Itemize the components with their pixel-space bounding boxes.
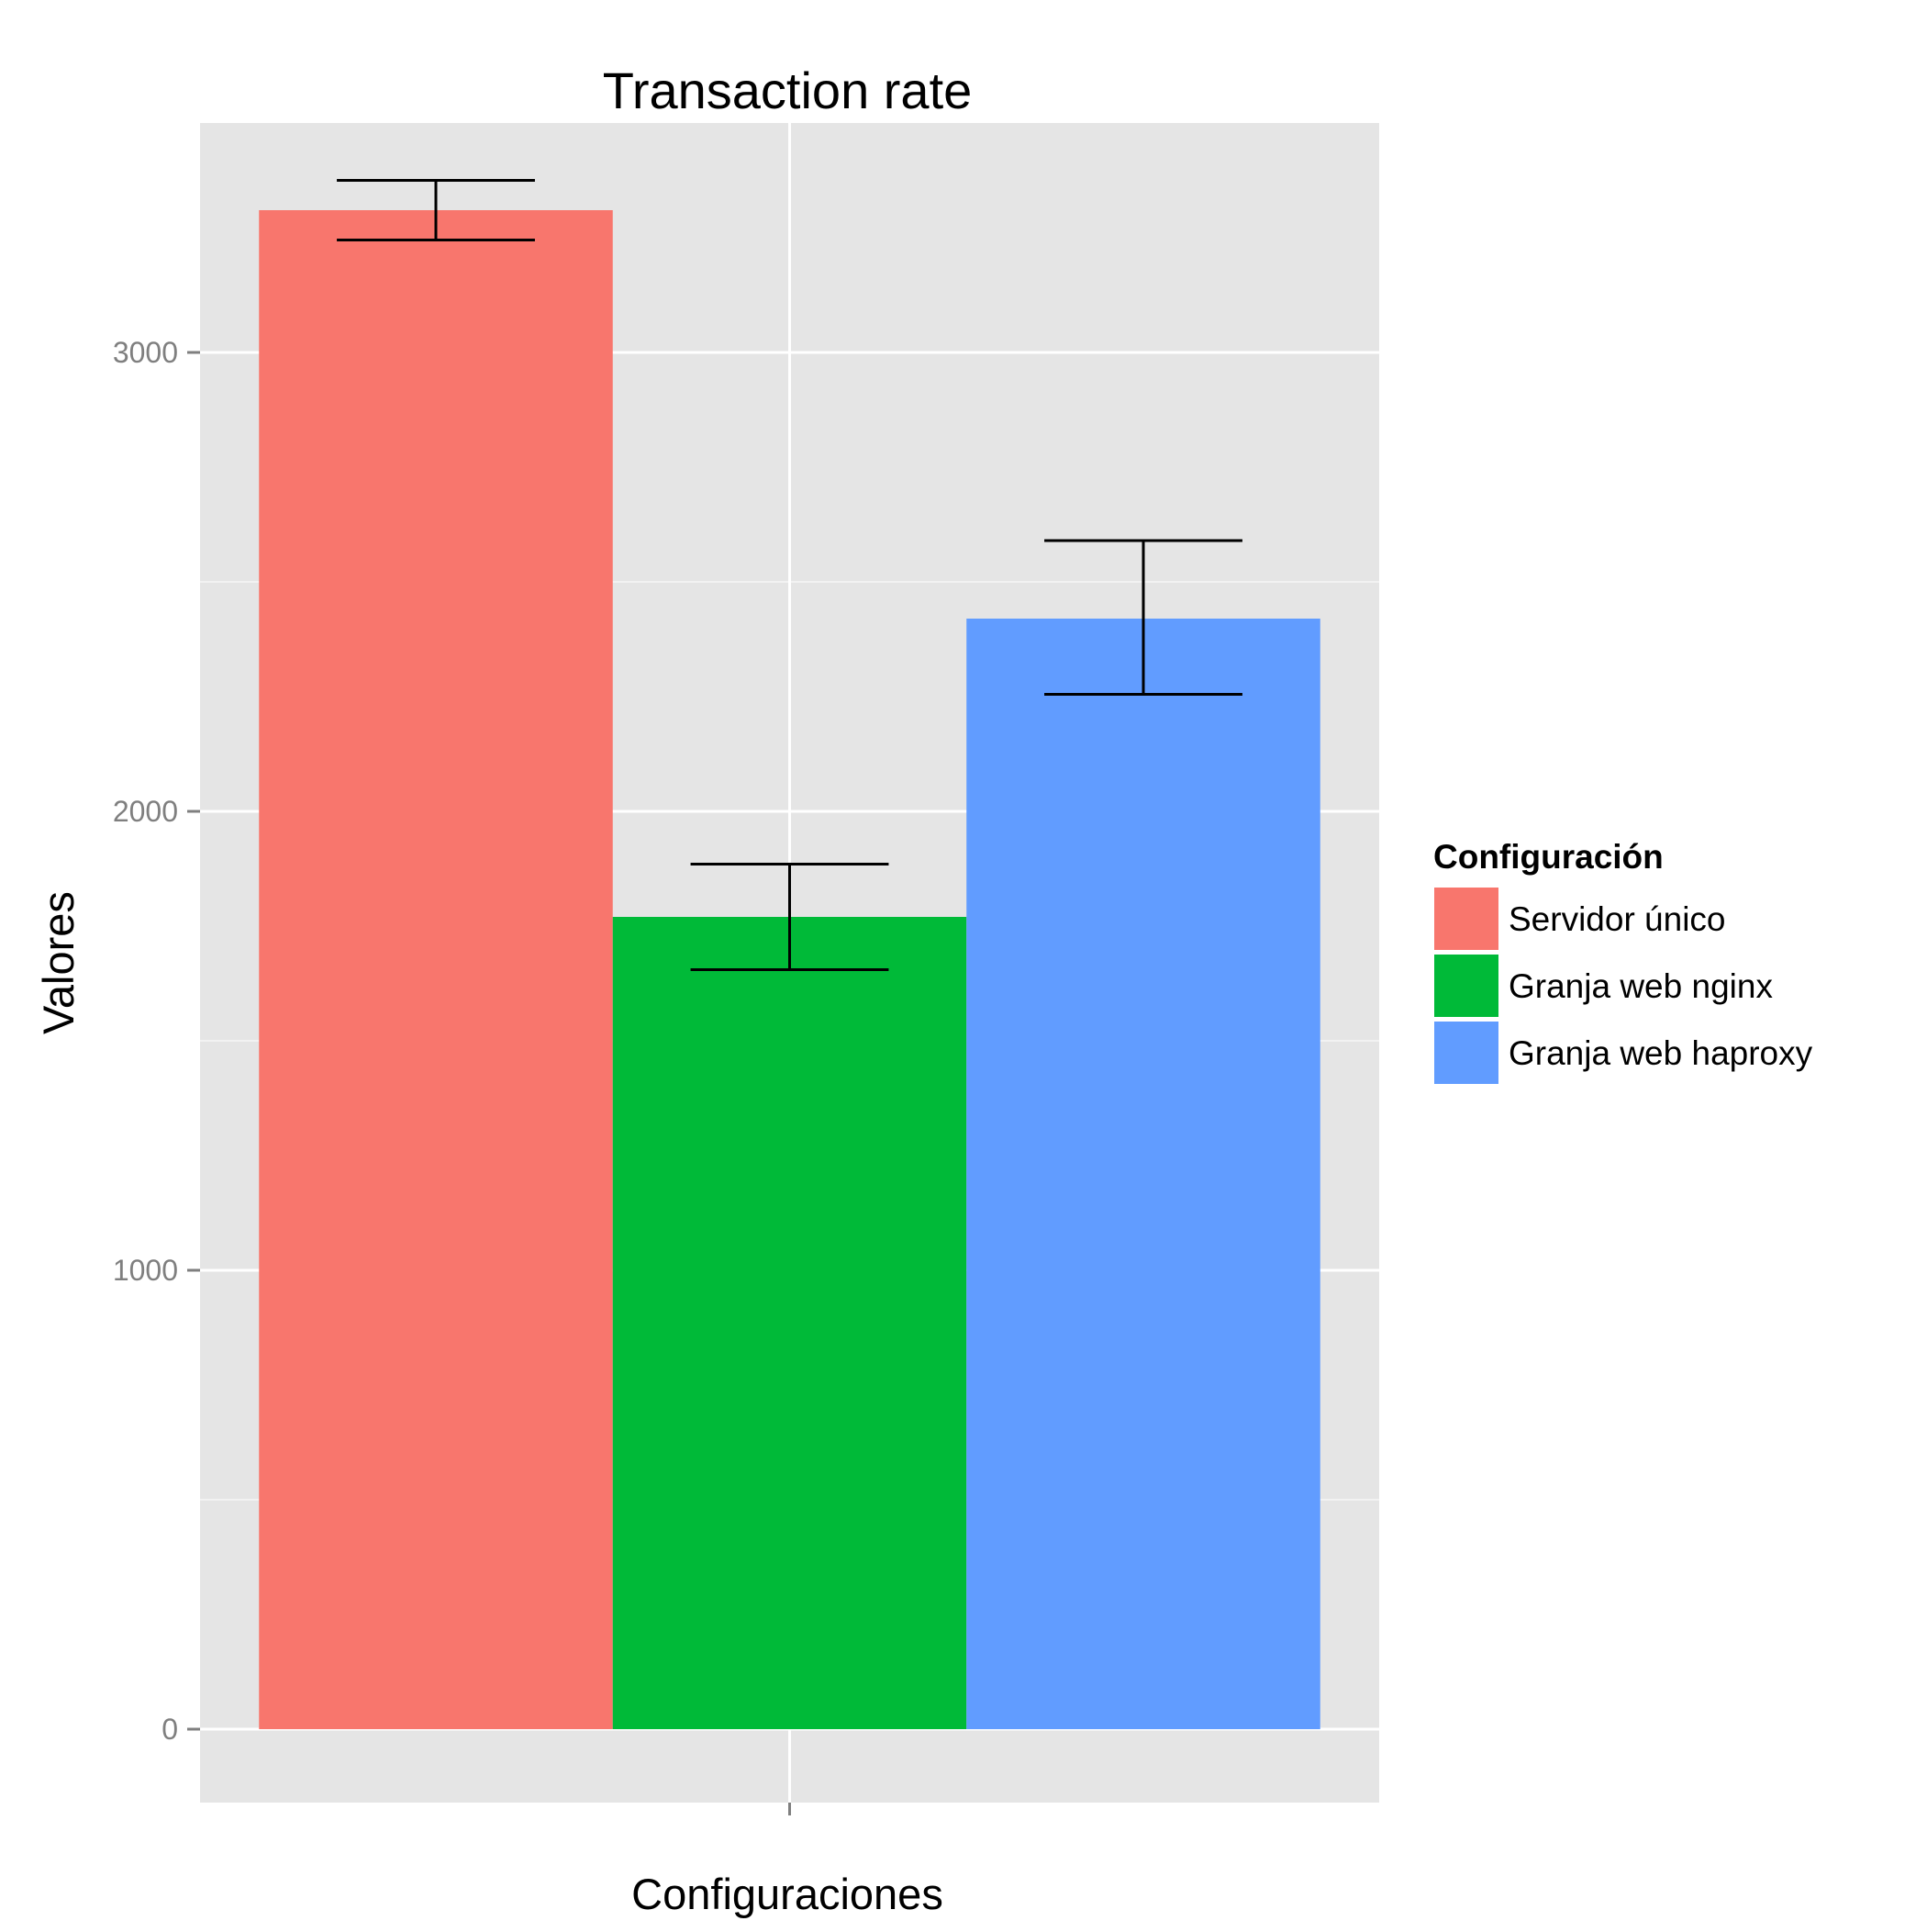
bar-layer (259, 210, 1320, 1729)
bar-2 (612, 917, 967, 1729)
errorbar-2 (690, 863, 889, 971)
y-axis-title: Valores (34, 891, 83, 1034)
legend-key (1432, 953, 1500, 1019)
legend-label: Granja web haproxy (1509, 1034, 1813, 1072)
legend: Configuración Servidor único Granja web n… (1432, 838, 1813, 1086)
legend-label: Servidor único (1509, 900, 1726, 938)
legend-item-1: Servidor único (1432, 886, 1726, 952)
errorbar-1 (337, 179, 535, 241)
y-tick-label: 2000 (113, 795, 178, 828)
x-axis-title: Configuraciones (631, 1870, 943, 1918)
legend-key (1432, 886, 1500, 952)
axis-layer: 0 1000 2000 3000 (113, 336, 791, 1815)
bar-3 (966, 619, 1320, 1729)
legend-key (1432, 1020, 1500, 1086)
legend-label: Granja web nginx (1509, 967, 1773, 1005)
errorbar-3 (1044, 539, 1242, 696)
bar-1 (259, 210, 613, 1729)
legend-title: Configuración (1433, 838, 1664, 876)
y-tick-label: 0 (162, 1713, 178, 1746)
legend-items: Servidor único Granja web nginx Granja web… (1432, 886, 1813, 1086)
y-tick-label: 1000 (113, 1254, 178, 1287)
legend-item-3: Granja web haproxy (1432, 1020, 1813, 1086)
errorbar-layer (337, 179, 1242, 971)
legend-item-2: Granja web nginx (1432, 953, 1773, 1019)
y-tick-label: 3000 (113, 336, 178, 369)
chart-title: Transaction rate (603, 61, 973, 119)
